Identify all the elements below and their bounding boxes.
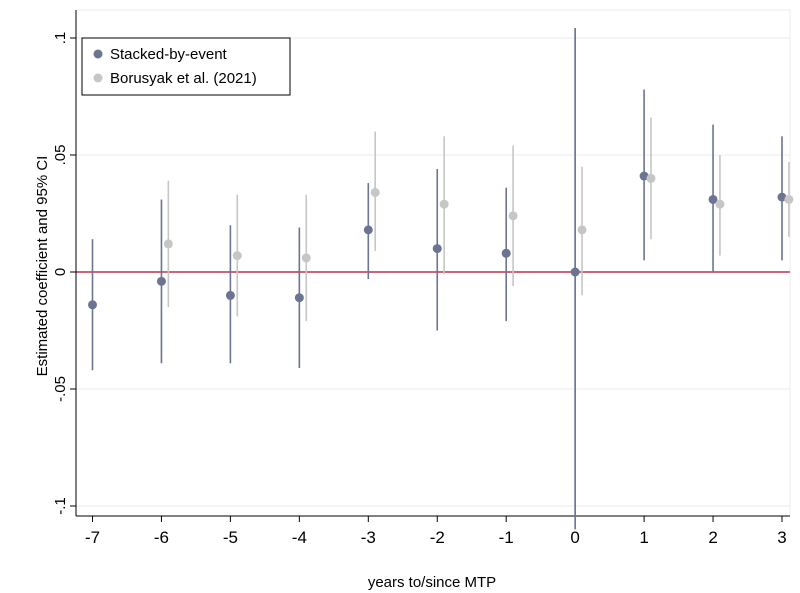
legend-marker-stacked-by-event [93, 49, 103, 59]
point-stacked-by-event [570, 267, 580, 277]
legend-marker-borusyak [93, 73, 103, 83]
point-borusyak [577, 225, 587, 235]
x-tick-label: -1 [499, 528, 514, 547]
y-tick-label: -.1 [52, 497, 69, 515]
point-stacked-by-event [639, 171, 649, 181]
y-tick-label: -.05 [52, 376, 69, 402]
point-stacked-by-event [432, 244, 442, 254]
point-stacked-by-event [708, 194, 718, 204]
point-borusyak [508, 211, 518, 221]
x-tick-label: -7 [85, 528, 100, 547]
x-axis-title: years to/since MTP [368, 574, 496, 591]
legend-label-borusyak: Borusyak et al. (2021) [110, 70, 257, 87]
y-tick-label: .1 [52, 32, 69, 45]
y-tick-label: .05 [52, 145, 69, 166]
point-stacked-by-event [777, 192, 787, 202]
legend-box [81, 37, 291, 96]
x-tick-label: -6 [154, 528, 169, 547]
point-stacked-by-event [156, 276, 166, 286]
series-layer [88, 28, 794, 530]
point-borusyak [370, 187, 380, 197]
point-stacked-by-event [88, 300, 97, 310]
axes: -.1 -.05 0 .05 .1 -7 -6 -5 -4 -3 -2 -1 0 1 2 3 [52, 10, 790, 547]
point-stacked-by-event [225, 290, 235, 300]
point-stacked-by-event [501, 248, 511, 258]
point-borusyak [439, 199, 449, 209]
point-borusyak [715, 199, 725, 209]
point-borusyak [646, 173, 656, 183]
legend: Stacked-by-event Borusyak et al. (2021) [81, 37, 291, 96]
x-tick-label: 2 [708, 528, 717, 547]
x-tick-label: 3 [777, 528, 786, 547]
point-borusyak [163, 239, 173, 249]
y-axis-title: Estimated coefficient and 95% CI [34, 156, 51, 377]
point-borusyak [232, 251, 242, 261]
legend-label-stacked-by-event: Stacked-by-event [110, 46, 228, 63]
point-borusyak [301, 253, 311, 263]
x-tick-label: -4 [292, 528, 307, 547]
point-stacked-by-event [294, 293, 304, 303]
x-tick-label: -3 [361, 528, 376, 547]
y-tick-label: 0 [52, 268, 69, 276]
x-tick-label: 0 [570, 528, 579, 547]
x-tick-label: 1 [639, 528, 648, 547]
x-tick-label: -2 [430, 528, 445, 547]
x-tick-label: -5 [223, 528, 238, 547]
point-borusyak [784, 194, 794, 204]
point-stacked-by-event [363, 225, 373, 235]
